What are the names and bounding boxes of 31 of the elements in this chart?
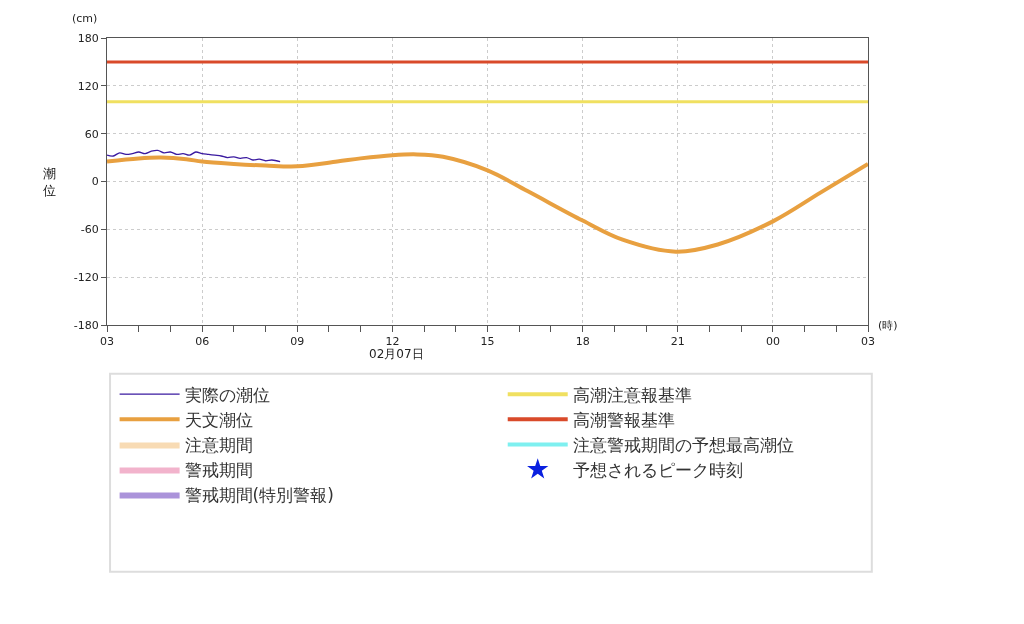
legend-label: 注意警戒期間の予想最高潮位 [572, 435, 794, 456]
legend-label: 天文潮位 [184, 409, 253, 430]
y-tick-label: 120 [77, 79, 99, 93]
legend-label: 高潮注意報基準 [572, 384, 692, 405]
x-tick-label: 00 [765, 335, 780, 349]
x-tick-label: 21 [670, 335, 685, 349]
legend-label: 高潮警報基準 [572, 409, 675, 430]
line-series [107, 152, 868, 254]
legend-label: 予想されるピーク時刻 [572, 460, 743, 481]
x-tick-label: 03 [861, 335, 875, 349]
text: (時) [878, 319, 898, 332]
y-tick-label: -180 [73, 318, 99, 332]
x-tick-label: 06 [195, 335, 210, 349]
legend-label: 警戒期間(特別警報) [184, 485, 334, 506]
y-tick-label: -120 [73, 271, 99, 285]
y-tick-label: 0 [91, 175, 99, 189]
legend-label: 注意期間 [184, 435, 253, 456]
x-tick-label: 09 [290, 335, 305, 349]
legend-label: 実際の潮位 [184, 384, 270, 405]
y-tick-label: -60 [80, 223, 99, 237]
y-tick-label: 180 [77, 31, 99, 45]
x-tick-label: 12 [385, 335, 400, 349]
legend-label: 警戒期間 [184, 460, 253, 481]
line-series [107, 149, 281, 163]
x-tick-label: 03 [100, 335, 114, 349]
y-tick-label: 60 [84, 127, 99, 141]
x-tick-label: 15 [480, 335, 495, 349]
y-axis-title: 潮位 [43, 166, 56, 198]
text: (cm) [72, 12, 98, 25]
x-tick-label: 18 [575, 335, 590, 349]
text: 02月07日 [369, 347, 424, 361]
